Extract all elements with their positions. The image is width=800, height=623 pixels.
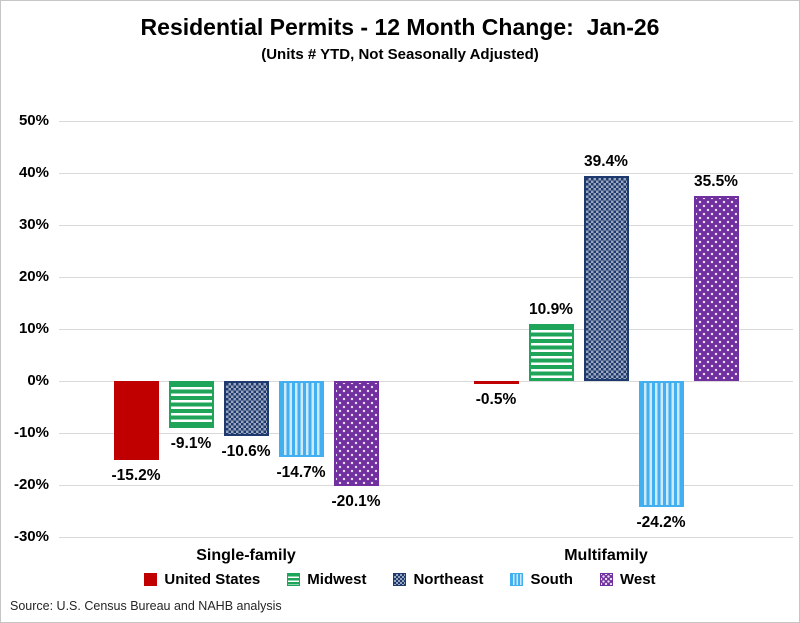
y-axis-tick-label: -20% <box>13 476 49 493</box>
legend-swatch-checker-icon <box>393 573 407 586</box>
bar-south-multifamily <box>638 381 684 507</box>
gridline <box>59 381 793 382</box>
category-label-single-family: Single-family <box>196 547 296 564</box>
chart-subtitle: (Units # YTD, Not Seasonally Adjusted) <box>261 46 539 63</box>
legend-swatch-solid-icon <box>144 573 158 586</box>
legend-item-south: South <box>510 571 573 588</box>
y-axis-tick-label: 50% <box>18 112 49 129</box>
bar-value-label: -10.6% <box>221 443 271 461</box>
y-axis-tick-label: 20% <box>18 268 49 285</box>
legend-item-midwest: Midwest <box>287 571 366 588</box>
bar-northeast-single-family <box>223 381 269 437</box>
bar-united-states-multifamily <box>473 381 519 384</box>
legend-item-united-states: United States <box>144 571 260 588</box>
bar-south-single-family <box>278 381 324 458</box>
legend-label: Midwest <box>307 571 367 588</box>
bar-midwest-multifamily <box>528 324 574 381</box>
legend-label: South <box>530 571 573 588</box>
y-axis-tick-label: 30% <box>18 216 49 233</box>
bar-united-states-single-family <box>113 381 159 461</box>
legend-label: United States <box>164 571 261 588</box>
gridline <box>59 485 793 486</box>
bar-value-label: -20.1% <box>331 492 381 510</box>
y-axis-tick-label: 10% <box>18 320 49 337</box>
bar-value-label: -0.5% <box>475 390 517 408</box>
source-note: Source: U.S. Census Bureau and NAHB anal… <box>10 599 282 613</box>
bar-midwest-single-family <box>168 381 214 429</box>
gridline <box>59 433 793 434</box>
y-axis-tick-label: 40% <box>18 164 49 181</box>
legend: United States Midwest Northeast South West <box>1 571 799 588</box>
legend-swatch-vertical-stripes-icon <box>510 573 524 586</box>
bar-west-multifamily <box>693 196 739 381</box>
gridline <box>59 225 793 226</box>
chart-title: Residential Permits - 12 Month Change: J… <box>140 14 660 40</box>
gridline <box>59 277 793 278</box>
legend-item-west: West <box>599 571 656 588</box>
y-axis-tick-label: -30% <box>13 528 49 545</box>
y-axis-tick-label: -10% <box>13 424 49 441</box>
gridline <box>59 121 793 122</box>
bar-west-single-family <box>333 381 379 486</box>
bar-value-label: -15.2% <box>111 467 161 485</box>
y-axis-tick-label: 0% <box>27 372 49 389</box>
legend-label: West <box>619 571 656 588</box>
legend-swatch-dots-icon <box>599 573 613 586</box>
bar-value-label: -9.1% <box>170 435 212 453</box>
legend-swatch-horizontal-stripes-icon <box>287 573 301 586</box>
bar-northeast-multifamily <box>583 176 629 381</box>
gridline <box>59 329 793 330</box>
legend-item-northeast: Northeast <box>393 571 483 588</box>
bar-value-label: -24.2% <box>636 513 686 531</box>
bar-value-label: 10.9% <box>529 301 573 319</box>
gridline <box>59 173 793 174</box>
category-label-multifamily: Multifamily <box>564 547 648 564</box>
bar-value-label: -14.7% <box>276 464 326 482</box>
bar-value-label: 35.5% <box>694 173 738 191</box>
bar-value-label: 39.4% <box>584 153 628 171</box>
gridline <box>59 537 793 538</box>
legend-label: Northeast <box>413 571 484 588</box>
